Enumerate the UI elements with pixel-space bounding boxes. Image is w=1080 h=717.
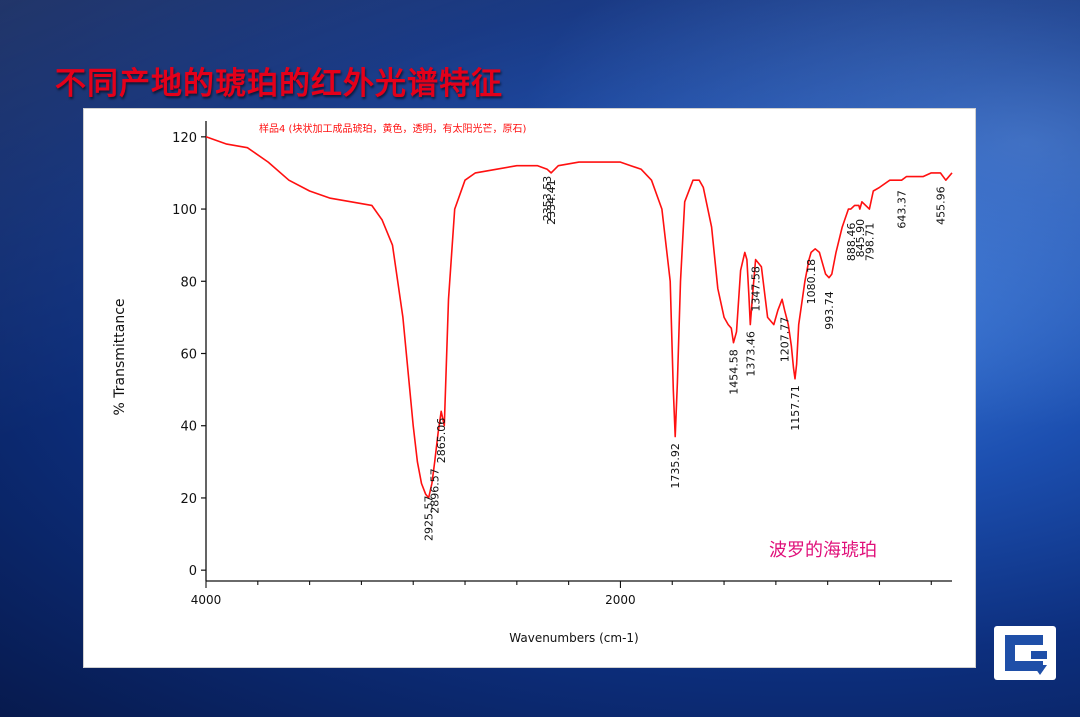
peak-label: 2334.41 xyxy=(545,179,558,225)
peak-label: 455.96 xyxy=(934,186,947,225)
y-tick-label: 100 xyxy=(172,203,197,218)
peak-label: 845.90 xyxy=(854,219,867,258)
peak-label: 1454.58 xyxy=(728,349,741,395)
peak-label: 643.37 xyxy=(896,190,909,229)
peak-label: 1207.77 xyxy=(779,317,792,363)
peak-label: 1373.46 xyxy=(744,331,757,377)
peak-label: 1347.58 xyxy=(750,266,763,312)
peak-label: 798.71 xyxy=(863,223,876,262)
peak-label: 2865.06 xyxy=(435,418,448,464)
axis-ticks: 0 20 40 60 80 100 120 4000 2000 xyxy=(172,131,932,607)
peak-label: 1735.92 xyxy=(669,443,682,489)
y-tick-label: 40 xyxy=(180,420,197,435)
spectrum-line xyxy=(205,136,953,499)
sample-note: 样品4 (块状加工成品琥珀，黄色，透明，有太阳光芒，原石) xyxy=(259,122,526,135)
peak-label: 2353.53 xyxy=(541,176,554,222)
x-tick-label: 4000 xyxy=(191,593,222,607)
peak-label: 993.74 xyxy=(823,291,836,330)
peak-label: 1157.71 xyxy=(789,385,802,431)
y-tick-label: 0 xyxy=(189,564,197,579)
chart-panel: 0 20 40 60 80 100 120 4000 2000 2925.57 2896.57 28… xyxy=(83,108,976,668)
y-tick-label: 80 xyxy=(180,275,197,290)
x-tick-label: 2000 xyxy=(605,593,636,607)
peak-label: 1080.18 xyxy=(805,259,818,305)
peak-label: 2925.57 xyxy=(423,496,436,542)
x-axis-label: Wavenumbers (cm-1) xyxy=(509,631,638,645)
sample-label: 波罗的海琥珀 xyxy=(769,540,877,561)
y-tick-label: 120 xyxy=(172,131,197,146)
axes xyxy=(205,121,952,582)
peak-label: 2896.57 xyxy=(429,468,442,514)
y-axis-label: % Transmittance xyxy=(112,298,128,415)
y-tick-label: 60 xyxy=(180,348,197,363)
peak-label: 888.46 xyxy=(845,223,858,262)
company-logo-icon xyxy=(994,626,1056,680)
slide-title: 不同产地的琥珀的红外光谱特征 xyxy=(55,66,503,102)
y-tick-label: 20 xyxy=(180,492,197,507)
